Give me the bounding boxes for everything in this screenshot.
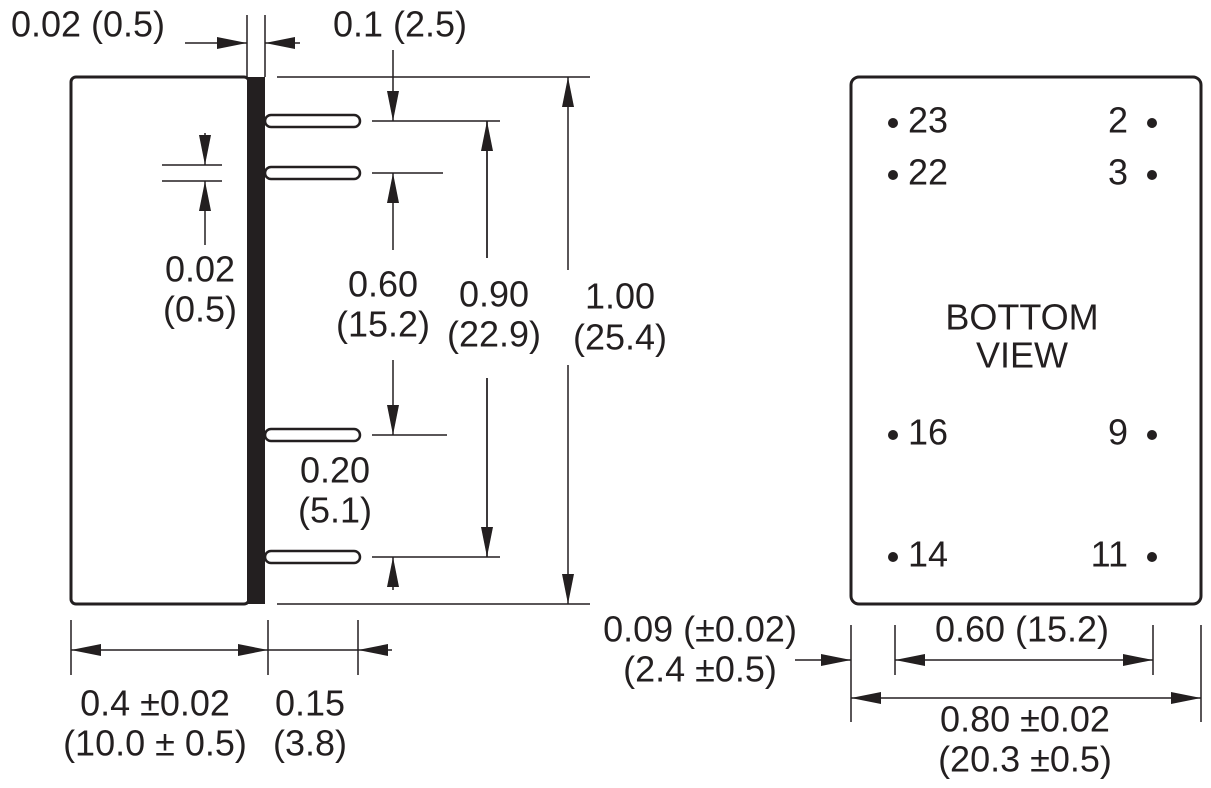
dimension-label: 0.15 (275, 683, 345, 724)
pin-label: 11 (1091, 534, 1128, 575)
dimension-label: (20.3 ±0.5) (938, 739, 1112, 780)
pin (263, 113, 362, 129)
dimension-label: 0.09 (±0.02) (603, 609, 797, 650)
dimension-label: 0.60 (348, 264, 418, 305)
pin (263, 427, 362, 443)
dimension-label: (10.0 ± 0.5) (63, 723, 247, 764)
dimension-label: 1.00 (585, 276, 655, 317)
view-label: VIEW (976, 335, 1068, 376)
dimension-lines (70, 15, 590, 675)
dimension-label: 0.02 (165, 249, 235, 290)
view-label: BOTTOM (945, 297, 1098, 338)
base-plate (247, 77, 265, 604)
dimension-label: 0.20 (300, 450, 370, 491)
dimension-label: 0.80 ±0.02 (940, 699, 1110, 740)
pin-label: 2 (1108, 100, 1128, 141)
pin-label: 16 (908, 412, 948, 453)
pin-dots (888, 118, 1157, 562)
bottom-view: 23 2 22 3 16 9 14 11 BOTTOM VIEW 0.09 (±… (603, 75, 1203, 780)
dimension-label: (5.1) (298, 490, 372, 531)
dimension-label: (15.2) (336, 304, 430, 345)
pin (263, 165, 362, 181)
dimension-label: 0.60 (15.2) (935, 609, 1109, 650)
pin-label: 14 (908, 534, 948, 575)
body-outline (849, 75, 1203, 606)
pin-label: 3 (1108, 152, 1128, 193)
pin-label: 22 (908, 152, 948, 193)
dimension-label: (3.8) (273, 723, 347, 764)
dimension-lines (795, 625, 1202, 722)
dimension-label: 0.02 (0.5) (11, 4, 165, 45)
dimension-label: 0.4 ±0.02 (80, 683, 230, 724)
dimension-label: (22.9) (447, 314, 541, 355)
pin-label: 9 (1108, 412, 1128, 453)
dimension-label: (25.4) (573, 317, 667, 358)
pin-label: 23 (908, 100, 948, 141)
dimension-label: 0.90 (459, 274, 529, 315)
side-view: 0.02 (0.5) 0.1 (2.5) 0.02 (0.5) 0.60 (15… (11, 4, 667, 764)
dimension-label: (2.4 ±0.5) (623, 649, 777, 690)
dimension-label: 0.1 (2.5) (333, 4, 467, 45)
dimension-label: (0.5) (163, 289, 237, 330)
pin (263, 549, 362, 565)
body (69, 75, 251, 606)
